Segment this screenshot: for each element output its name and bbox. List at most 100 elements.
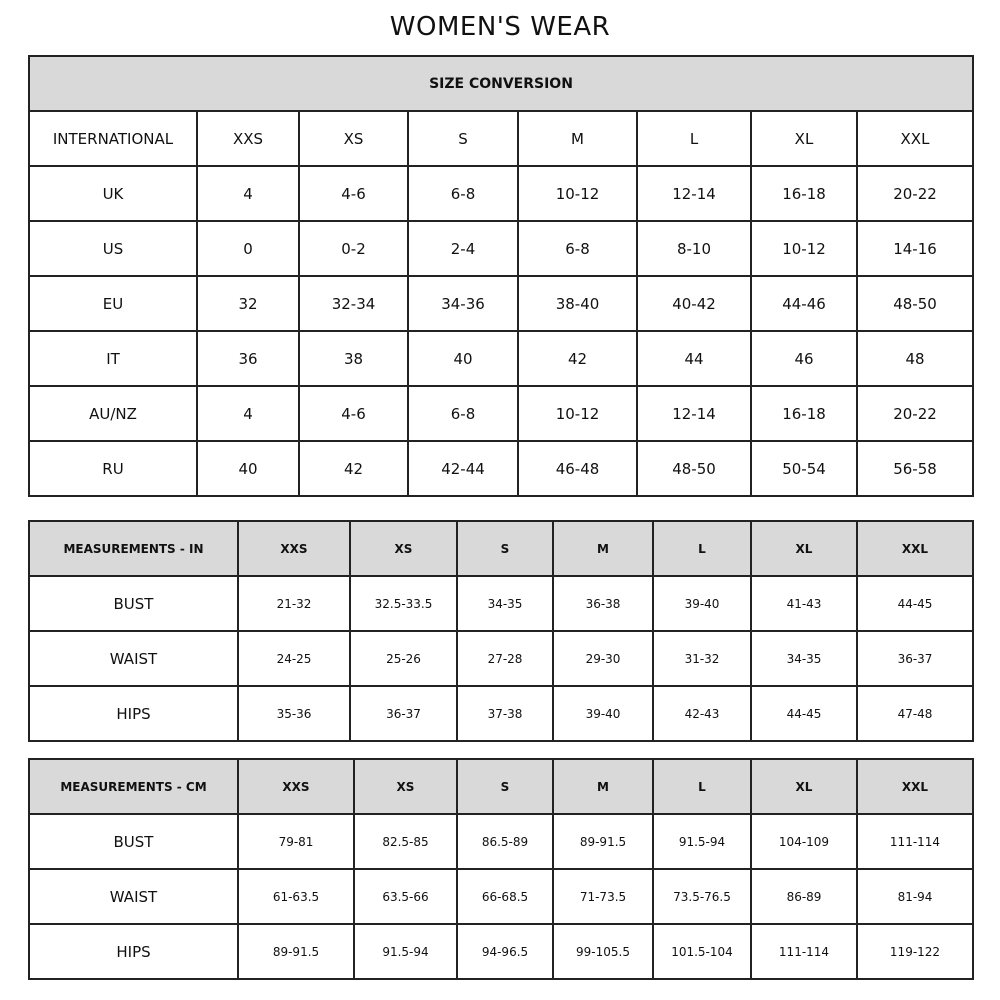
table-row: WAIST 61-63.5 63.5-66 66-68.5 71-73.5 73.5-76… xyxy=(28,868,974,925)
row-label: WAIST xyxy=(28,630,239,687)
table-cell: 99-105.5 xyxy=(552,923,654,980)
table-cell: 41-43 xyxy=(750,575,858,632)
table-cell: 29-30 xyxy=(552,630,654,687)
column-header: M xyxy=(517,110,638,167)
table-cell: 40 xyxy=(407,330,519,387)
column-header: XL xyxy=(750,520,858,577)
table-cell: 79-81 xyxy=(237,813,355,870)
table-cell: 12-14 xyxy=(636,165,752,222)
table-cell: 40-42 xyxy=(636,275,752,332)
table-cell: 36 xyxy=(196,330,300,387)
table-cell: 61-63.5 xyxy=(237,868,355,925)
table-cell: 73.5-76.5 xyxy=(652,868,752,925)
table-cell: 63.5-66 xyxy=(353,868,458,925)
size-conversion-table: SIZE CONVERSION INTERNATIONAL XXS XS S M L XL XX… xyxy=(28,55,974,497)
column-header: S xyxy=(456,520,554,577)
table-cell: 91.5-94 xyxy=(353,923,458,980)
table-cell: 46 xyxy=(750,330,858,387)
table-cell: 104-109 xyxy=(750,813,858,870)
table-cell: 111-114 xyxy=(856,813,974,870)
caption-row: SIZE CONVERSION xyxy=(28,55,974,112)
table-cell: 16-18 xyxy=(750,385,858,442)
table-cell: 4 xyxy=(196,165,300,222)
table-cell: 27-28 xyxy=(456,630,554,687)
table-cell: 86.5-89 xyxy=(456,813,554,870)
column-header: S xyxy=(407,110,519,167)
table-row: BUST 21-32 32.5-33.5 34-35 36-38 39-40 41-43 44… xyxy=(28,575,974,632)
table-cell: 10-12 xyxy=(517,385,638,442)
column-header: XL xyxy=(750,110,858,167)
table-cell: 4 xyxy=(196,385,300,442)
column-header: MEASUREMENTS - CM xyxy=(28,758,239,815)
table-cell: 32.5-33.5 xyxy=(349,575,458,632)
table-cell: 91.5-94 xyxy=(652,813,752,870)
table-cell: 48 xyxy=(856,330,974,387)
table-cell: 89-91.5 xyxy=(552,813,654,870)
column-header: INTERNATIONAL xyxy=(28,110,198,167)
table-cell: 6-8 xyxy=(407,385,519,442)
row-label: UK xyxy=(28,165,198,222)
table-row: EU 32 32-34 34-36 38-40 40-42 44-46 48-50 xyxy=(28,275,974,332)
table-cell: 14-16 xyxy=(856,220,974,277)
table-cell: 2-4 xyxy=(407,220,519,277)
column-header: MEASUREMENTS - IN xyxy=(28,520,239,577)
row-label: IT xyxy=(28,330,198,387)
table-cell: 35-36 xyxy=(237,685,351,742)
table-cell: 89-91.5 xyxy=(237,923,355,980)
table-cell: 119-122 xyxy=(856,923,974,980)
table-row: AU/NZ 4 4-6 6-8 10-12 12-14 16-18 20-22 xyxy=(28,385,974,442)
table-cell: 34-36 xyxy=(407,275,519,332)
table-row: UK 4 4-6 6-8 10-12 12-14 16-18 20-22 xyxy=(28,165,974,222)
column-header: L xyxy=(636,110,752,167)
table-cell: 82.5-85 xyxy=(353,813,458,870)
table-cell: 44-45 xyxy=(750,685,858,742)
table-cell: 36-37 xyxy=(856,630,974,687)
header-row: MEASUREMENTS - IN XXS XS S M L XL XXL xyxy=(28,520,974,577)
row-label: BUST xyxy=(28,575,239,632)
table-cell: 56-58 xyxy=(856,440,974,497)
table-cell: 66-68.5 xyxy=(456,868,554,925)
table-row: RU 40 42 42-44 46-48 48-50 50-54 56-58 xyxy=(28,440,974,497)
table-cell: 25-26 xyxy=(349,630,458,687)
table-cell: 38 xyxy=(298,330,409,387)
table-cell: 44-46 xyxy=(750,275,858,332)
table-cell: 31-32 xyxy=(652,630,752,687)
table-cell: 39-40 xyxy=(652,575,752,632)
row-label: AU/NZ xyxy=(28,385,198,442)
table-cell: 50-54 xyxy=(750,440,858,497)
measurements-in-table: MEASUREMENTS - IN XXS XS S M L XL XXL BUST 21-32 3… xyxy=(28,520,974,742)
table-cell: 36-38 xyxy=(552,575,654,632)
table-cell: 8-10 xyxy=(636,220,752,277)
table-cell: 71-73.5 xyxy=(552,868,654,925)
table-cell: 101.5-104 xyxy=(652,923,752,980)
table-cell: 36-37 xyxy=(349,685,458,742)
column-header: L xyxy=(652,520,752,577)
table-cell: 47-48 xyxy=(856,685,974,742)
table-cell: 0 xyxy=(196,220,300,277)
table-cell: 20-22 xyxy=(856,385,974,442)
row-label: WAIST xyxy=(28,868,239,925)
table-cell: 21-32 xyxy=(237,575,351,632)
table-cell: 10-12 xyxy=(750,220,858,277)
table-cell: 6-8 xyxy=(517,220,638,277)
table-cell: 6-8 xyxy=(407,165,519,222)
column-header: XS xyxy=(298,110,409,167)
table-cell: 48-50 xyxy=(856,275,974,332)
table-cell: 40 xyxy=(196,440,300,497)
table-cell: 81-94 xyxy=(856,868,974,925)
column-header: XS xyxy=(349,520,458,577)
column-header: XS xyxy=(353,758,458,815)
table-row: US 0 0-2 2-4 6-8 8-10 10-12 14-16 xyxy=(28,220,974,277)
table-cell: 39-40 xyxy=(552,685,654,742)
table-cell: 46-48 xyxy=(517,440,638,497)
row-label: EU xyxy=(28,275,198,332)
column-header: XXS xyxy=(237,520,351,577)
table-cell: 86-89 xyxy=(750,868,858,925)
column-header: XXS xyxy=(237,758,355,815)
column-header: XXS xyxy=(196,110,300,167)
table-cell: 20-22 xyxy=(856,165,974,222)
table-row: BUST 79-81 82.5-85 86.5-89 89-91.5 91.5-94 104… xyxy=(28,813,974,870)
table-cell: 44-45 xyxy=(856,575,974,632)
table-cell: 32-34 xyxy=(298,275,409,332)
page-title: WOMEN'S WEAR xyxy=(389,12,611,42)
